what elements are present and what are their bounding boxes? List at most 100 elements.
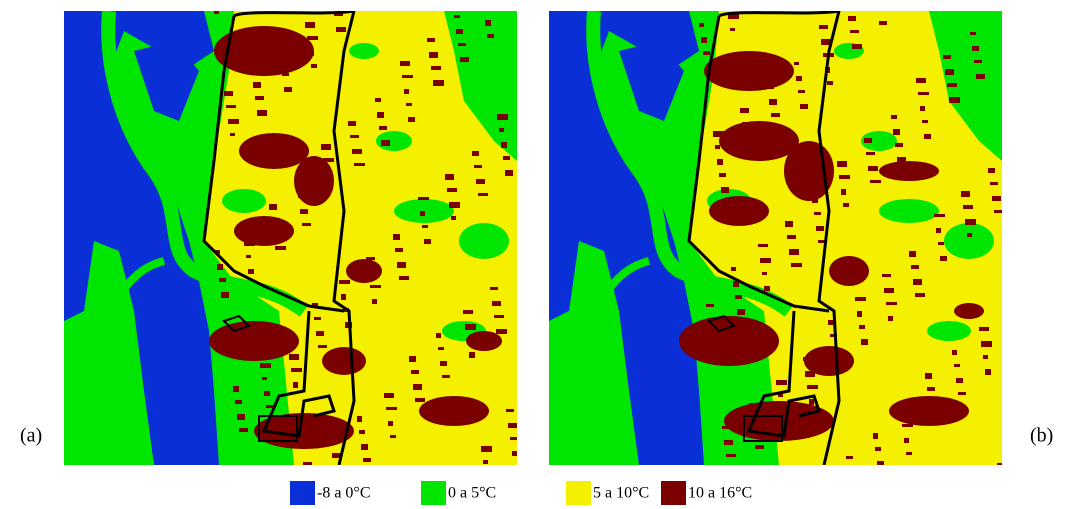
red-speck <box>744 136 755 141</box>
red-speck <box>749 403 755 409</box>
red-speck <box>474 165 482 168</box>
red-speck <box>983 355 988 359</box>
red-speck <box>451 216 456 220</box>
red-speck <box>287 340 296 344</box>
red-speck <box>406 103 412 106</box>
red-speck <box>327 186 333 190</box>
legend-swatch <box>421 481 446 505</box>
red-speck <box>456 29 463 34</box>
red-speck <box>701 37 707 43</box>
red-speck <box>293 382 298 388</box>
red-speck <box>469 352 475 358</box>
red-speck <box>841 189 846 195</box>
green-patch <box>927 321 971 341</box>
red-speck <box>467 338 472 342</box>
red-speck <box>368 271 378 276</box>
red-speck <box>424 239 431 244</box>
red-speck <box>791 263 802 267</box>
red-speck <box>388 421 393 426</box>
red-patch <box>419 396 489 426</box>
red-patch <box>719 121 799 161</box>
map-panel <box>549 11 1008 469</box>
red-speck <box>260 363 271 368</box>
red-speck <box>897 157 906 163</box>
legend-swatch <box>661 481 686 505</box>
red-speck <box>803 357 812 361</box>
red-patch <box>239 133 309 169</box>
red-speck <box>857 311 862 317</box>
red-speck <box>882 274 891 277</box>
red-speck <box>325 172 330 178</box>
red-speck <box>291 368 302 372</box>
red-speck <box>302 223 311 226</box>
red-speck <box>275 246 286 250</box>
red-speck <box>370 285 381 288</box>
red-speck <box>418 197 429 200</box>
red-speck <box>438 347 444 350</box>
red-speck <box>481 446 492 452</box>
red-speck <box>947 83 957 87</box>
red-speck <box>764 286 770 291</box>
red-speck <box>271 218 280 222</box>
red-speck <box>855 297 866 301</box>
red-speck <box>819 25 828 29</box>
red-speck <box>366 257 375 260</box>
red-speck <box>893 129 900 135</box>
red-speck <box>395 248 403 252</box>
red-speck <box>478 193 488 196</box>
red-speck <box>284 87 292 92</box>
red-speck <box>494 315 504 318</box>
red-speck <box>404 89 409 94</box>
red-speck <box>224 91 233 96</box>
red-patch <box>954 303 984 319</box>
red-speck <box>506 409 514 412</box>
red-speck <box>967 233 972 237</box>
red-speck <box>298 195 305 198</box>
red-speck <box>472 151 479 156</box>
red-speck <box>776 380 787 385</box>
red-speck <box>699 23 704 27</box>
red-speck <box>906 452 912 455</box>
red-speck <box>381 140 390 146</box>
red-speck <box>805 371 815 377</box>
legend-label: 10 a 16°C <box>688 485 752 502</box>
red-speck <box>703 51 710 55</box>
red-speck <box>445 174 454 180</box>
red-speck <box>812 198 818 203</box>
red-speck <box>449 202 460 208</box>
red-speck <box>902 424 913 427</box>
red-speck <box>377 112 384 118</box>
red-speck <box>499 128 504 132</box>
red-speck <box>807 385 818 389</box>
red-speck <box>497 114 508 120</box>
red-speck <box>785 221 793 227</box>
red-speck <box>780 408 786 413</box>
red-speck <box>485 20 491 26</box>
legend-swatch <box>290 481 315 505</box>
red-patch <box>829 256 869 286</box>
red-speck <box>431 66 441 70</box>
red-speck <box>348 121 356 126</box>
red-speck <box>852 44 862 49</box>
red-speck <box>731 267 736 271</box>
red-speck <box>436 333 441 338</box>
red-speck <box>303 462 312 466</box>
red-speck <box>282 73 289 76</box>
red-speck <box>505 170 513 176</box>
red-speck <box>798 90 805 93</box>
red-speck <box>248 269 254 274</box>
red-speck <box>239 428 248 432</box>
red-patch <box>704 51 794 91</box>
red-speck <box>307 36 318 40</box>
red-speck <box>920 106 925 111</box>
red-speck <box>789 249 799 255</box>
red-speck <box>409 356 416 362</box>
red-patch <box>209 321 299 361</box>
red-speck <box>981 341 992 347</box>
red-speck <box>771 113 780 117</box>
red-speck <box>336 27 346 32</box>
red-speck <box>390 435 396 438</box>
red-speck <box>442 375 450 378</box>
red-speck <box>314 317 321 320</box>
red-speck <box>230 133 235 136</box>
